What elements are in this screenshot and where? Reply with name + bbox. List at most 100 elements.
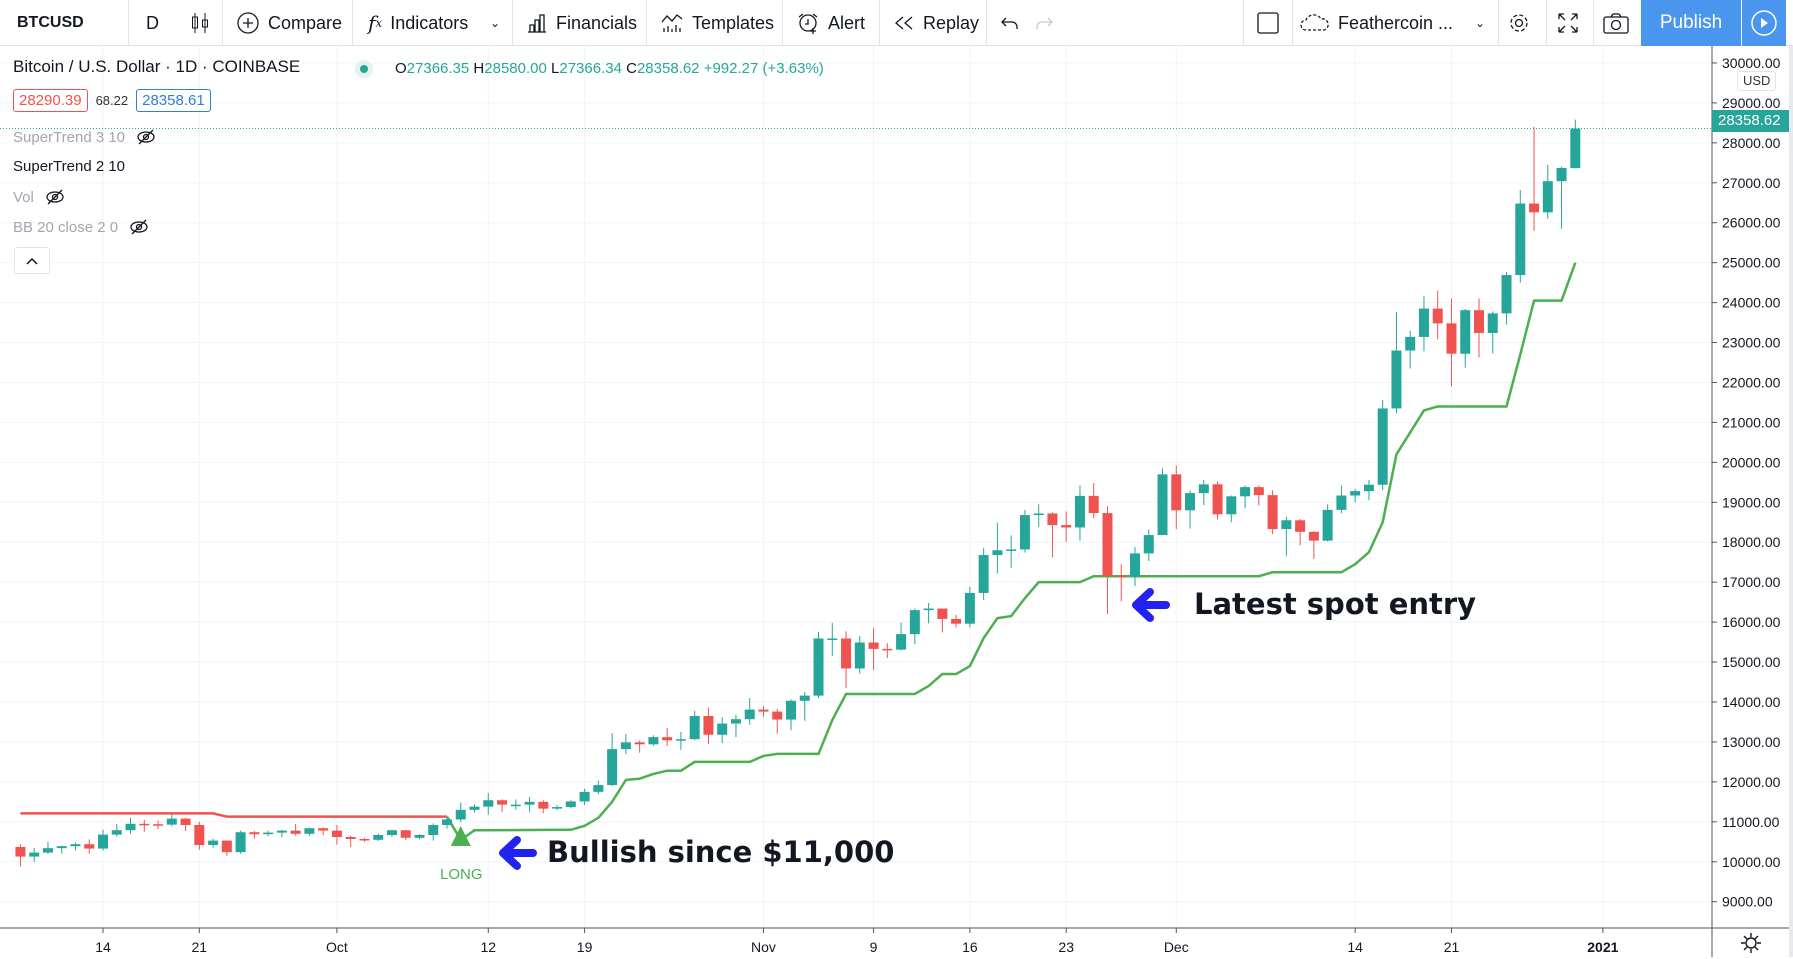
price-tick-label: 26000.00 <box>1722 215 1781 231</box>
fullscreen-button[interactable] <box>1557 0 1579 46</box>
candle-body <box>538 801 549 809</box>
templates-label: Templates <box>692 12 775 33</box>
candle-body <box>469 806 480 810</box>
layout-name-button[interactable]: Feathercoin ... <box>1300 0 1453 46</box>
candle-body <box>29 852 40 857</box>
time-tick-label: Nov <box>751 939 776 955</box>
indicator-supertrend-2-10[interactable]: SuperTrend 2 10 <box>13 158 125 175</box>
candle-body <box>827 638 838 640</box>
eye-off-icon[interactable] <box>44 188 66 206</box>
indicator-volume[interactable]: Vol <box>13 188 66 206</box>
low-label: L <box>551 60 560 77</box>
templates-icon <box>660 12 684 34</box>
candle-body <box>276 830 287 833</box>
snapshot-button[interactable] <box>1603 0 1629 46</box>
candle-body <box>689 715 700 740</box>
candle-body <box>1006 549 1017 551</box>
candle-body <box>1157 474 1168 536</box>
indicator-bollinger-bands[interactable]: BB 20 close 2 0 <box>13 218 150 236</box>
price-tick-label: 12000.00 <box>1722 774 1781 790</box>
templates-button[interactable]: Templates <box>660 0 774 46</box>
eye-off-icon[interactable] <box>135 128 157 146</box>
play-circle-icon <box>1750 9 1778 37</box>
layout-dropdown[interactable]: ⌄ <box>1475 0 1485 46</box>
collapse-legend-button[interactable] <box>14 247 50 274</box>
chevron-down-icon: ⌄ <box>490 16 501 30</box>
candle-body <box>1391 350 1402 409</box>
candle-body <box>1074 495 1085 528</box>
indicator-label: BB 20 close 2 0 <box>13 218 119 236</box>
candle-body <box>909 610 920 635</box>
stream-button[interactable] <box>1742 0 1786 46</box>
candle-body <box>386 830 397 836</box>
candle-body <box>648 737 659 745</box>
buy-price-badge[interactable]: 28358.61 <box>136 89 211 112</box>
publish-button[interactable]: Publish <box>1641 0 1741 46</box>
price-tick-label: 17000.00 <box>1722 574 1781 590</box>
gear-icon <box>1507 11 1531 35</box>
price-tick-label: 20000.00 <box>1722 454 1781 470</box>
candle-body <box>345 836 356 839</box>
chart-type-button[interactable] <box>190 0 210 46</box>
indicators-dropdown[interactable]: ⌄ <box>490 0 500 46</box>
candle-body <box>841 638 852 669</box>
candle-body <box>978 555 989 593</box>
candle-body <box>1212 484 1223 515</box>
indicator-label: SuperTrend 2 10 <box>13 158 126 175</box>
bullish-annotation[interactable]: Bullish since $11,000 <box>547 835 895 869</box>
change-value: +992.27 (+3.63%) <box>703 60 824 77</box>
candle-body <box>1295 520 1306 532</box>
time-tick-label: 14 <box>95 939 111 955</box>
layout-select-button[interactable] <box>1256 0 1280 46</box>
candle-body <box>703 715 714 735</box>
candle-body <box>1116 575 1127 578</box>
symbol-title: Bitcoin / U.S. Dollar · 1D · COINBASE <box>13 57 301 76</box>
candle-body <box>1281 520 1292 530</box>
candle-body <box>180 818 191 826</box>
time-tick-label: 14 <box>1347 939 1363 955</box>
candle-body <box>964 592 975 624</box>
candle-body <box>414 835 425 838</box>
financials-label: Financials <box>556 12 638 33</box>
candle-body <box>400 830 411 838</box>
interval-button[interactable]: D <box>146 0 159 46</box>
financials-button[interactable]: Financials <box>526 0 637 46</box>
price-tick-label: 22000.00 <box>1722 374 1781 390</box>
entry-annotation[interactable]: Latest spot entry <box>1194 587 1477 621</box>
indicator-supertrend-3-10[interactable]: SuperTrend 3 10 <box>13 128 157 146</box>
replay-button[interactable]: Replay <box>893 0 979 46</box>
indicators-label: Indicators <box>390 12 469 33</box>
redo-button[interactable] <box>1034 0 1054 46</box>
low-value: 27366.34 <box>559 60 622 77</box>
axis-settings-button[interactable] <box>1740 932 1762 959</box>
undo-button[interactable] <box>1000 0 1020 46</box>
arrow-left-icon[interactable] <box>497 835 537 876</box>
settings-button[interactable] <box>1507 0 1531 46</box>
sell-price-badge[interactable]: 28290.39 <box>13 89 88 112</box>
candle-body <box>139 823 150 826</box>
bar-chart-icon <box>526 12 548 34</box>
candle-body <box>813 638 824 696</box>
alert-button[interactable]: Alert <box>796 0 865 46</box>
time-tick-label: 21 <box>1444 939 1460 955</box>
open-value: 27366.35 <box>406 60 470 77</box>
eye-off-icon[interactable] <box>128 218 150 236</box>
indicators-button[interactable]: f x Indicators <box>368 0 468 46</box>
candle-body <box>717 723 728 735</box>
symbol-search-button[interactable]: BTCUSD <box>17 0 84 46</box>
alarm-clock-icon <box>796 11 820 35</box>
candle-body <box>442 819 452 826</box>
price-chart[interactable]: 30000.00 29000.00 28000.00 27000.00 26000.00… <box>0 46 1793 957</box>
candle-body <box>634 742 645 745</box>
long-signal-label: LONG <box>440 866 483 883</box>
candle-body <box>579 791 590 802</box>
arrow-left-icon[interactable] <box>1130 587 1170 628</box>
chevron-down-icon: ⌄ <box>1475 16 1486 30</box>
price-tick-label: 16000.00 <box>1722 614 1781 630</box>
price-tick-label: 18000.00 <box>1722 534 1781 550</box>
candle-body <box>1487 313 1498 333</box>
candle-body <box>111 830 122 835</box>
currency-label: USD <box>1737 71 1777 91</box>
sun-gear-icon <box>1740 933 1762 958</box>
compare-button[interactable]: Compare <box>236 0 342 46</box>
